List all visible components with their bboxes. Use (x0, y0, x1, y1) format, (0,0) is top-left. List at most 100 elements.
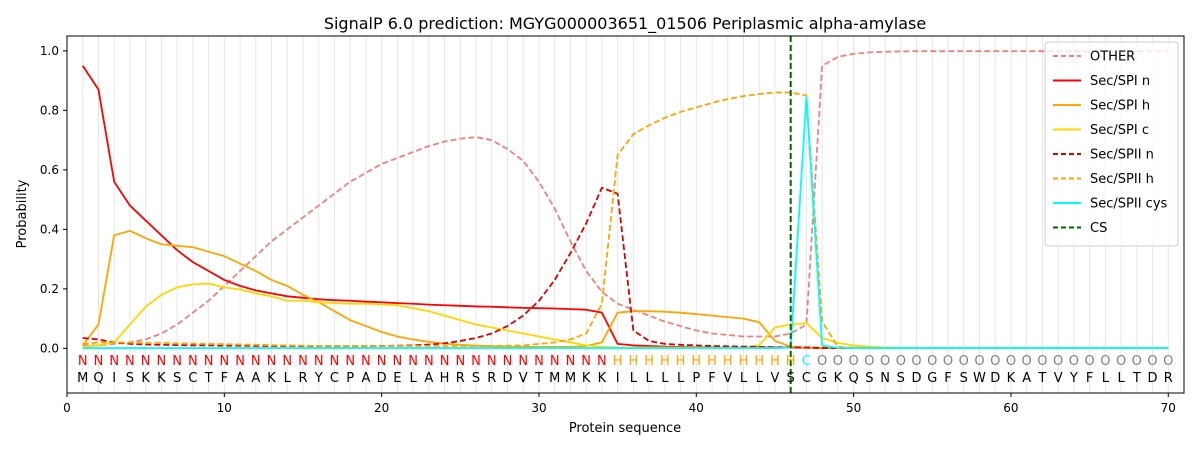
residue-letter: F (221, 371, 228, 386)
residue-letter: D (1148, 371, 1158, 386)
residue-letter: C (802, 371, 811, 386)
residue-letter: K (141, 371, 150, 386)
residue-letter: L (661, 371, 669, 386)
residue-letter: F (708, 371, 715, 386)
residue-letter: Y (314, 371, 323, 386)
residue-letter: K (598, 371, 607, 386)
legend: OTHER Sec/SPI n Sec/SPI h Sec/SPI c Sec/SPII… (1044, 41, 1179, 247)
region-label: O (864, 354, 874, 369)
region-label: N (330, 354, 340, 369)
residue-annotations: NMNQNINSNKNKNSNCNTNFNANANKNLNRNYNCNPNAND… (77, 354, 1173, 386)
legend-label: Sec/SPII h (1090, 172, 1154, 187)
residue-letter: K (267, 371, 276, 386)
residue-letter: D (377, 371, 387, 386)
residue-letter: R (456, 371, 465, 386)
residue-letter: S (787, 371, 795, 386)
region-label: N (471, 354, 481, 369)
residue-letter: A (251, 371, 260, 386)
region-label: H (754, 354, 764, 369)
residue-letter: L (630, 371, 638, 386)
region-label: O (974, 354, 984, 369)
region-label: O (959, 354, 969, 369)
residue-letter: S (173, 371, 181, 386)
residue-letter: L (1117, 371, 1125, 386)
residue-letter: G (817, 371, 827, 386)
region-label: H (691, 354, 701, 369)
residue-letter: V (519, 371, 528, 386)
region-label: O (817, 354, 827, 369)
x-tick-label: 40 (689, 401, 704, 415)
residue-letter: M (77, 371, 88, 386)
region-label: N (235, 354, 245, 369)
chart-title: SignalP 6.0 prediction: MGYG000003651_01… (324, 14, 926, 34)
region-label: H (628, 354, 638, 369)
x-tick-label: 10 (217, 401, 232, 415)
grid-lines (82, 36, 1169, 393)
residue-letter: K (157, 371, 166, 386)
region-label: H (660, 354, 670, 369)
region-label: O (1006, 354, 1016, 369)
residue-letter: L (284, 371, 292, 386)
residue-letter: T (534, 371, 543, 386)
residue-letter: S (472, 371, 480, 386)
region-label: H (739, 354, 749, 369)
residue-letter: M (549, 371, 560, 386)
region-label: N (377, 354, 387, 369)
residue-letter: M (565, 371, 576, 386)
region-label: O (990, 354, 1000, 369)
region-label: N (487, 354, 497, 369)
residue-letter: K (834, 371, 843, 386)
x-tick-label: 0 (63, 401, 71, 415)
plot-frame (66, 35, 1185, 394)
legend-label: Sec/SPII cys (1090, 197, 1168, 212)
region-label: N (78, 354, 88, 369)
residue-letter: P (346, 371, 354, 386)
residue-letter: P (692, 371, 700, 386)
legend-label: Sec/SPI c (1090, 123, 1149, 138)
region-label: N (581, 354, 591, 369)
region-label: O (1037, 354, 1047, 369)
region-label: H (786, 354, 796, 369)
residue-letter: A (361, 371, 370, 386)
x-tick-label: 70 (1161, 401, 1176, 415)
residue-letter: T (204, 371, 213, 386)
region-label: N (109, 354, 119, 369)
x-tick-label: 20 (374, 401, 389, 415)
residue-letter: C (330, 371, 339, 386)
legend-label: CS (1090, 221, 1107, 236)
residue-letter: V (771, 371, 780, 386)
x-tick-label: 50 (846, 401, 861, 415)
region-label: H (707, 354, 717, 369)
legend-label: Sec/SPI n (1090, 74, 1150, 89)
region-label: N (204, 354, 214, 369)
residue-letter: S (897, 371, 905, 386)
region-label: O (943, 354, 953, 369)
region-label: N (282, 354, 292, 369)
residue-letter: Y (1069, 371, 1078, 386)
region-label: O (1069, 354, 1079, 369)
residue-letter: R (487, 371, 496, 386)
residue-letter: S (126, 371, 134, 386)
residue-letter: A (424, 371, 433, 386)
region-label: N (503, 354, 513, 369)
region-label: O (1022, 354, 1032, 369)
region-label: N (219, 354, 229, 369)
residue-letter: I (616, 371, 620, 386)
axes: 0 10 20 30 40 50 60 70 0.0 0.2 0.4 0.6 0.8 1.0 (40, 44, 1176, 415)
region-label: O (849, 354, 859, 369)
residue-letter: Q (849, 371, 859, 386)
residue-letter: G (927, 371, 937, 386)
legend-label: Sec/SPI h (1090, 99, 1150, 114)
region-label: N (172, 354, 182, 369)
residue-letter: C (188, 371, 197, 386)
y-tick-label: 0.8 (40, 103, 59, 117)
region-label: H (644, 354, 654, 369)
region-label: O (1147, 354, 1157, 369)
residue-letter: N (880, 371, 890, 386)
region-label: H (723, 354, 733, 369)
y-tick-label: 1.0 (40, 44, 59, 58)
region-label: N (345, 354, 355, 369)
region-label: N (597, 354, 607, 369)
residue-letter: L (645, 371, 653, 386)
residue-letter: L (409, 371, 417, 386)
